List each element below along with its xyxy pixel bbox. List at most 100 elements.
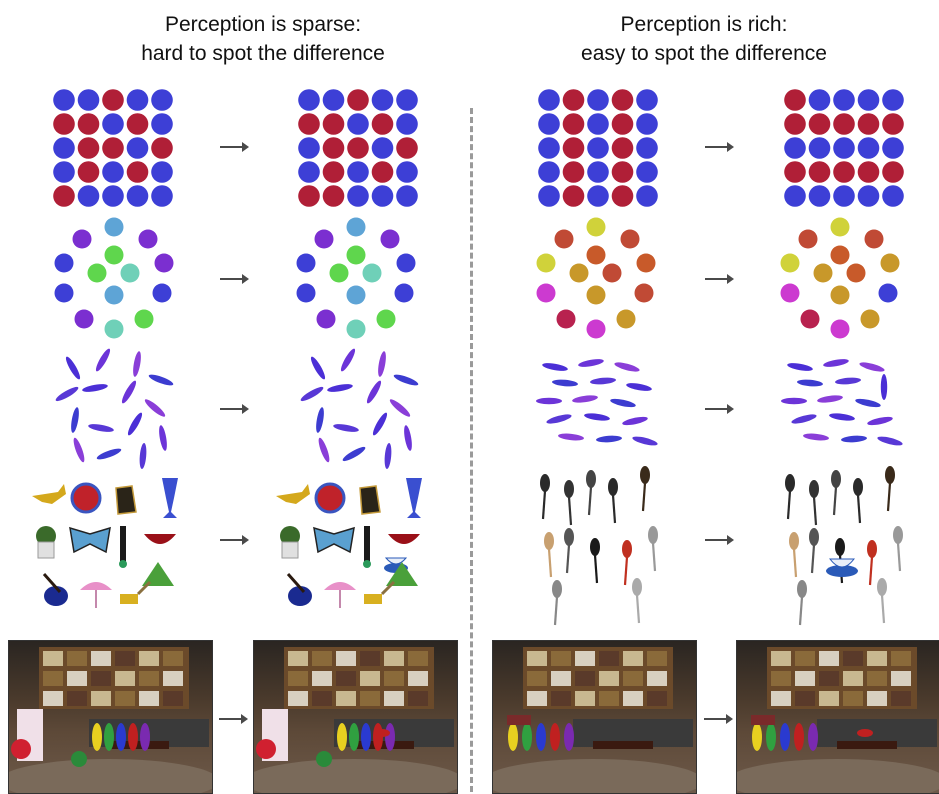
ring-dot xyxy=(846,263,866,283)
grid-dot xyxy=(833,161,855,183)
ring-dot xyxy=(554,229,574,249)
grid-dot xyxy=(77,137,100,159)
bottle-base xyxy=(363,560,371,568)
coffee-table xyxy=(593,741,653,749)
arrow-icon xyxy=(705,142,734,152)
shelf-cell xyxy=(67,651,87,666)
red-ball xyxy=(256,739,276,759)
shelf-cell xyxy=(67,691,87,706)
bowling-pin xyxy=(550,723,560,751)
spoons-rich-before xyxy=(540,466,658,626)
grid-dot xyxy=(151,161,173,183)
shelf-cell xyxy=(795,691,815,706)
shelf-cell xyxy=(819,691,839,706)
spoon-handle xyxy=(868,556,874,586)
grid-dot xyxy=(347,113,369,135)
shelf-cell xyxy=(843,691,863,706)
red-items xyxy=(507,715,531,725)
shelf-cell xyxy=(599,651,619,666)
ellipse-mark xyxy=(880,374,888,400)
excavator-arm xyxy=(380,580,396,596)
ring-dot xyxy=(104,319,124,339)
grid-dot xyxy=(611,137,634,159)
grid-dot xyxy=(126,161,149,183)
spoon-bowl xyxy=(632,578,642,596)
grid-dot xyxy=(833,113,855,135)
toy-plane xyxy=(32,484,66,504)
shelf-cell xyxy=(623,691,643,706)
ellipse-mark xyxy=(542,363,568,371)
scene-rich-after xyxy=(736,640,939,794)
shelf-cell xyxy=(384,691,404,706)
ellipse-mark xyxy=(552,379,578,387)
ellipse-mark xyxy=(791,414,817,424)
shelf-cell xyxy=(795,671,815,686)
ring-dot xyxy=(798,229,818,249)
excavator-arm xyxy=(136,580,152,596)
ellipse-mark xyxy=(55,386,79,402)
bottle xyxy=(364,526,370,564)
ellipse-mark xyxy=(95,348,111,372)
spoon-bowl xyxy=(586,470,596,488)
ring-dot xyxy=(536,253,556,273)
ring-dot xyxy=(780,253,800,273)
grid-dot xyxy=(322,137,345,159)
shelf-cell xyxy=(647,651,667,666)
shelf-cell xyxy=(771,651,791,666)
grid-dot xyxy=(882,113,904,135)
ellipse-mark xyxy=(797,379,823,387)
grid-dot xyxy=(857,89,880,111)
shelf-cell xyxy=(647,691,667,706)
grid-dot xyxy=(77,89,100,111)
ellipse-mark xyxy=(393,374,419,386)
shelf-cell xyxy=(312,671,332,686)
arrow-icon xyxy=(220,142,249,152)
ellipse-mark xyxy=(787,363,813,371)
ellipse-mark xyxy=(584,413,610,421)
grid-dot xyxy=(322,161,345,183)
bowling-pin xyxy=(337,723,347,751)
grid-dot xyxy=(784,137,806,159)
ellipse-mark xyxy=(877,436,903,446)
ellipse-mark xyxy=(835,377,861,385)
ellipse-mark xyxy=(88,424,114,432)
shelf-cell xyxy=(843,671,863,686)
spoon-handle xyxy=(880,594,886,624)
ring-dot xyxy=(346,217,366,237)
grid-dot xyxy=(53,89,75,111)
changed-item xyxy=(374,729,390,737)
red-items xyxy=(751,715,775,725)
ring-dot xyxy=(394,283,414,303)
grid-dot xyxy=(538,185,560,207)
bowling-pin xyxy=(752,723,762,751)
scene-rich-before xyxy=(492,640,697,794)
arrow-icon xyxy=(705,535,734,545)
teacup xyxy=(826,565,858,577)
spoon-handle xyxy=(635,594,641,624)
grid-dot xyxy=(636,113,658,135)
ellipses-rich-after xyxy=(781,359,903,446)
heading-rich: Perception is rich: easy to spot the dif… xyxy=(494,10,914,68)
bowling-pin xyxy=(92,723,102,751)
shelf-cell xyxy=(647,671,667,686)
grid-dot xyxy=(833,137,855,159)
grid-dot xyxy=(562,113,585,135)
ring-dot xyxy=(830,319,850,339)
ring-dot xyxy=(616,309,636,329)
shelf-cell xyxy=(336,671,356,686)
grid-dot xyxy=(396,113,418,135)
arrow-icon xyxy=(705,404,734,414)
grid-dot xyxy=(808,89,831,111)
ellipse-mark xyxy=(803,433,829,441)
grid-dot xyxy=(882,185,904,207)
spoon-handle xyxy=(786,490,792,520)
grid-dot xyxy=(126,137,149,159)
ring-dot xyxy=(634,283,654,303)
ellipse-mark xyxy=(626,383,652,391)
red-ball xyxy=(70,482,102,514)
spoon-handle xyxy=(541,490,547,520)
grid-dot xyxy=(562,137,585,159)
spoon-handle xyxy=(547,548,553,578)
spoon-bowl xyxy=(640,466,650,484)
grid-dot xyxy=(396,161,418,183)
